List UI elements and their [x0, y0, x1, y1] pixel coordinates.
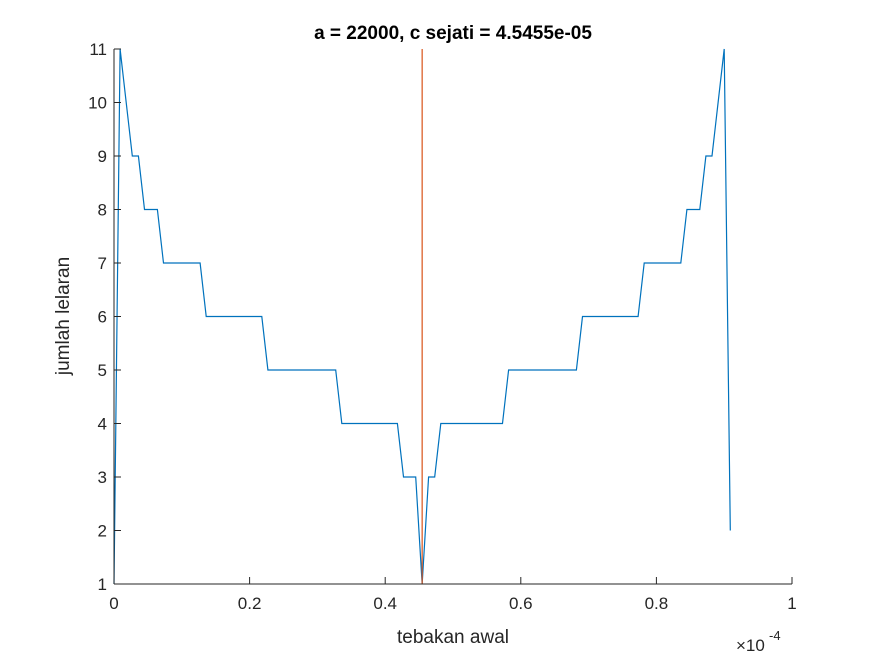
y-tick-label: 10: [88, 94, 107, 113]
series-line-1: [113, 48, 731, 585]
y-tick-label: 2: [98, 522, 107, 541]
chart-title: a = 22000, c sejati = 4.5455e-05: [314, 23, 592, 44]
y-axis-label: jumlah lelaran: [53, 257, 74, 376]
x-exponent-base: ×10: [736, 636, 765, 655]
y-tick-label: 8: [98, 201, 107, 220]
y-tick-label: 1: [98, 575, 107, 594]
y-tick-label: 7: [98, 254, 107, 273]
x-tick-label: 0.4: [373, 594, 397, 613]
x-exponent-power: -4: [769, 628, 781, 643]
series-layer: [113, 48, 731, 585]
x-tick-label: 0.2: [238, 594, 262, 613]
x-tick-label: 0.8: [645, 594, 669, 613]
x-tick-label: 0: [109, 594, 118, 613]
y-tick-label: 3: [98, 468, 107, 487]
y-tick-label: 4: [98, 415, 107, 434]
x-tick-label: 1: [787, 594, 796, 613]
y-tick-label: 11: [89, 40, 107, 59]
y-tick-label: 5: [98, 361, 107, 380]
y-tick-label: 6: [98, 308, 107, 327]
x-tick-label: 0.6: [509, 594, 533, 613]
y-tick-label: 9: [98, 147, 107, 166]
x-exponent: ×10 -4: [736, 628, 781, 655]
x-axis-label: tebakan awal: [397, 627, 509, 648]
